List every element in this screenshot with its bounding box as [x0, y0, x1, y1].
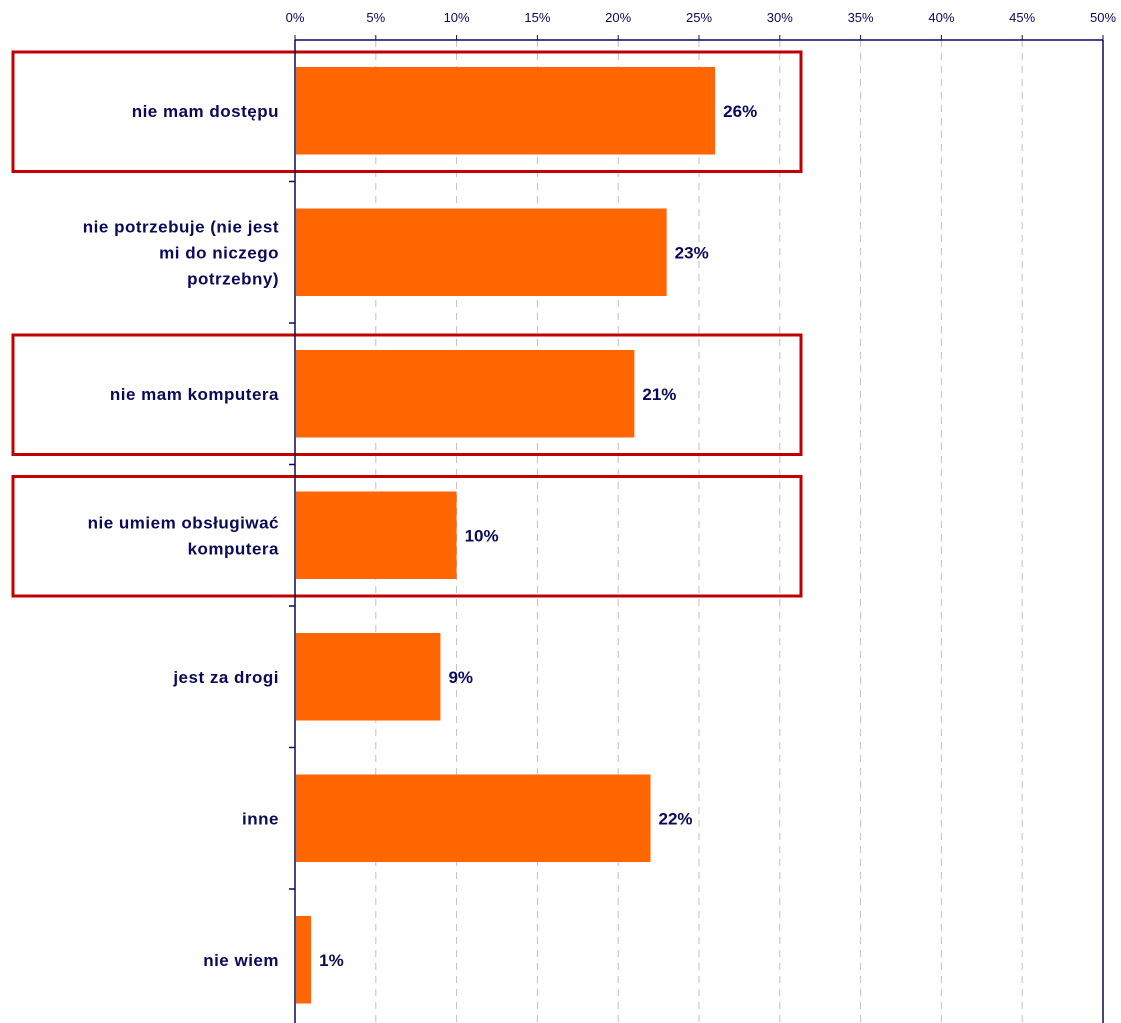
x-tick-label: 40% — [928, 10, 954, 25]
highlight-box — [11, 333, 803, 456]
category-label-line: potrzebny) — [187, 269, 279, 288]
highlight-box — [11, 475, 803, 598]
highlight-box — [11, 50, 803, 173]
category-label-line: nie umiem obsługiwać — [88, 513, 279, 532]
category-label: inne — [242, 809, 279, 828]
x-tick-label: 20% — [605, 10, 631, 25]
category-label: nie umiem obsługiwać komputera — [88, 513, 279, 558]
x-tick-label: 0% — [286, 10, 305, 25]
x-tick-label: 5% — [366, 10, 385, 25]
data-label: 10% — [465, 526, 499, 545]
bar — [296, 208, 667, 296]
x-tick-label: 35% — [848, 10, 874, 25]
data-label: 22% — [659, 809, 693, 828]
tick-labels: 0% 5% 10% 15% 20% 25% 30% 35% 40% 45% 50% — [286, 10, 1117, 25]
bar — [296, 916, 312, 1004]
category-label-line: mi do niczego — [159, 243, 279, 262]
x-tick-label: 25% — [686, 10, 712, 25]
data-label: 9% — [448, 668, 473, 687]
x-tick-label: 45% — [1009, 10, 1035, 25]
category-label-line: nie mam dostępu — [132, 102, 279, 121]
category-label: nie wiem — [203, 951, 279, 970]
axes — [289, 35, 1104, 1023]
bar — [296, 67, 716, 155]
category-label-line: komputera — [188, 539, 279, 558]
data-labels: 26% 23% 21% 10% 9% 22% 1% — [319, 102, 757, 970]
category-label-line: inne — [242, 809, 279, 828]
data-label: 26% — [723, 102, 757, 121]
x-tick-label: 30% — [767, 10, 793, 25]
bar — [296, 350, 635, 438]
category-label: nie potrzebuje (nie jest mi do niczego pot… — [83, 217, 279, 288]
category-label-line: nie wiem — [203, 951, 279, 970]
data-label: 1% — [319, 951, 344, 970]
category-label: nie mam komputera — [110, 385, 279, 404]
x-tick-label: 15% — [524, 10, 550, 25]
bar — [296, 633, 441, 721]
category-label-line: jest za drogi — [172, 668, 279, 687]
category-labels: nie mam dostępu nie potrzebuje (nie jest m… — [83, 102, 279, 970]
category-label-line: nie mam komputera — [110, 385, 279, 404]
x-tick-label: 10% — [444, 10, 470, 25]
highlight-boxes — [11, 50, 803, 598]
bar — [296, 491, 457, 579]
category-label: nie mam dostępu — [132, 102, 279, 121]
data-label: 23% — [675, 243, 709, 262]
category-label: jest za drogi — [172, 668, 279, 687]
category-label-line: nie potrzebuje (nie jest — [83, 217, 279, 236]
data-label: 21% — [642, 385, 676, 404]
bars — [296, 67, 716, 1004]
bar — [296, 774, 651, 862]
x-tick-label: 50% — [1090, 10, 1116, 25]
